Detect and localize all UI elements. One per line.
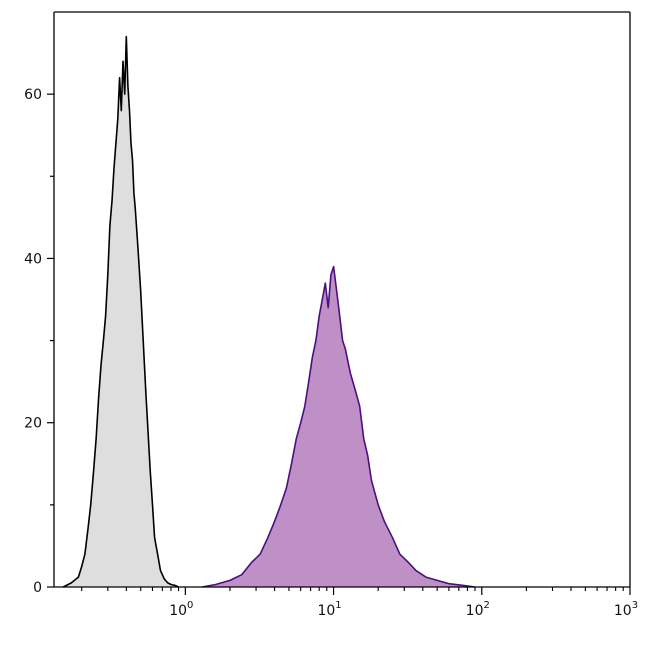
- series-2-outline: [202, 265, 476, 588]
- x-tick-base: 10: [466, 603, 484, 619]
- y-tick-label: 20: [24, 416, 42, 432]
- series-1-outline: [62, 35, 179, 588]
- x-tick-exponent: 1: [335, 600, 341, 611]
- series-layer: [62, 35, 476, 588]
- x-tick-exponent: 0: [187, 600, 193, 611]
- x-tick-label: 103: [614, 600, 638, 619]
- x-tick-base: 10: [317, 603, 335, 619]
- y-tick-label: 0: [33, 580, 42, 596]
- y-tick-label: 60: [24, 87, 42, 103]
- x-tick-label: 100: [169, 600, 193, 619]
- series-1-area: [63, 36, 179, 588]
- axes-layer: [53, 11, 631, 588]
- x-tick-exponent: 2: [484, 600, 490, 611]
- x-tick-label: 101: [317, 600, 341, 619]
- x-tick-base: 10: [614, 603, 632, 619]
- series-2-area: [202, 266, 475, 587]
- x-tick-label: 102: [466, 600, 490, 619]
- x-tick-exponent: 3: [632, 600, 638, 611]
- y-tick-label: 40: [24, 251, 42, 267]
- x-tick-base: 10: [169, 603, 187, 619]
